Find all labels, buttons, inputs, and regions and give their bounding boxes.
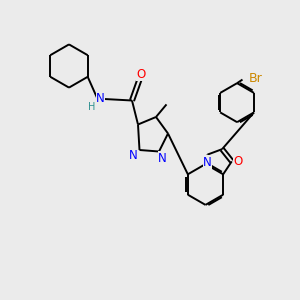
Text: N: N [128,149,137,162]
Text: O: O [234,155,243,168]
Text: H: H [88,102,96,112]
Text: N: N [203,156,212,169]
Text: N: N [158,152,167,165]
Text: O: O [136,68,146,81]
Text: Br: Br [248,72,262,85]
Text: N: N [96,92,105,106]
